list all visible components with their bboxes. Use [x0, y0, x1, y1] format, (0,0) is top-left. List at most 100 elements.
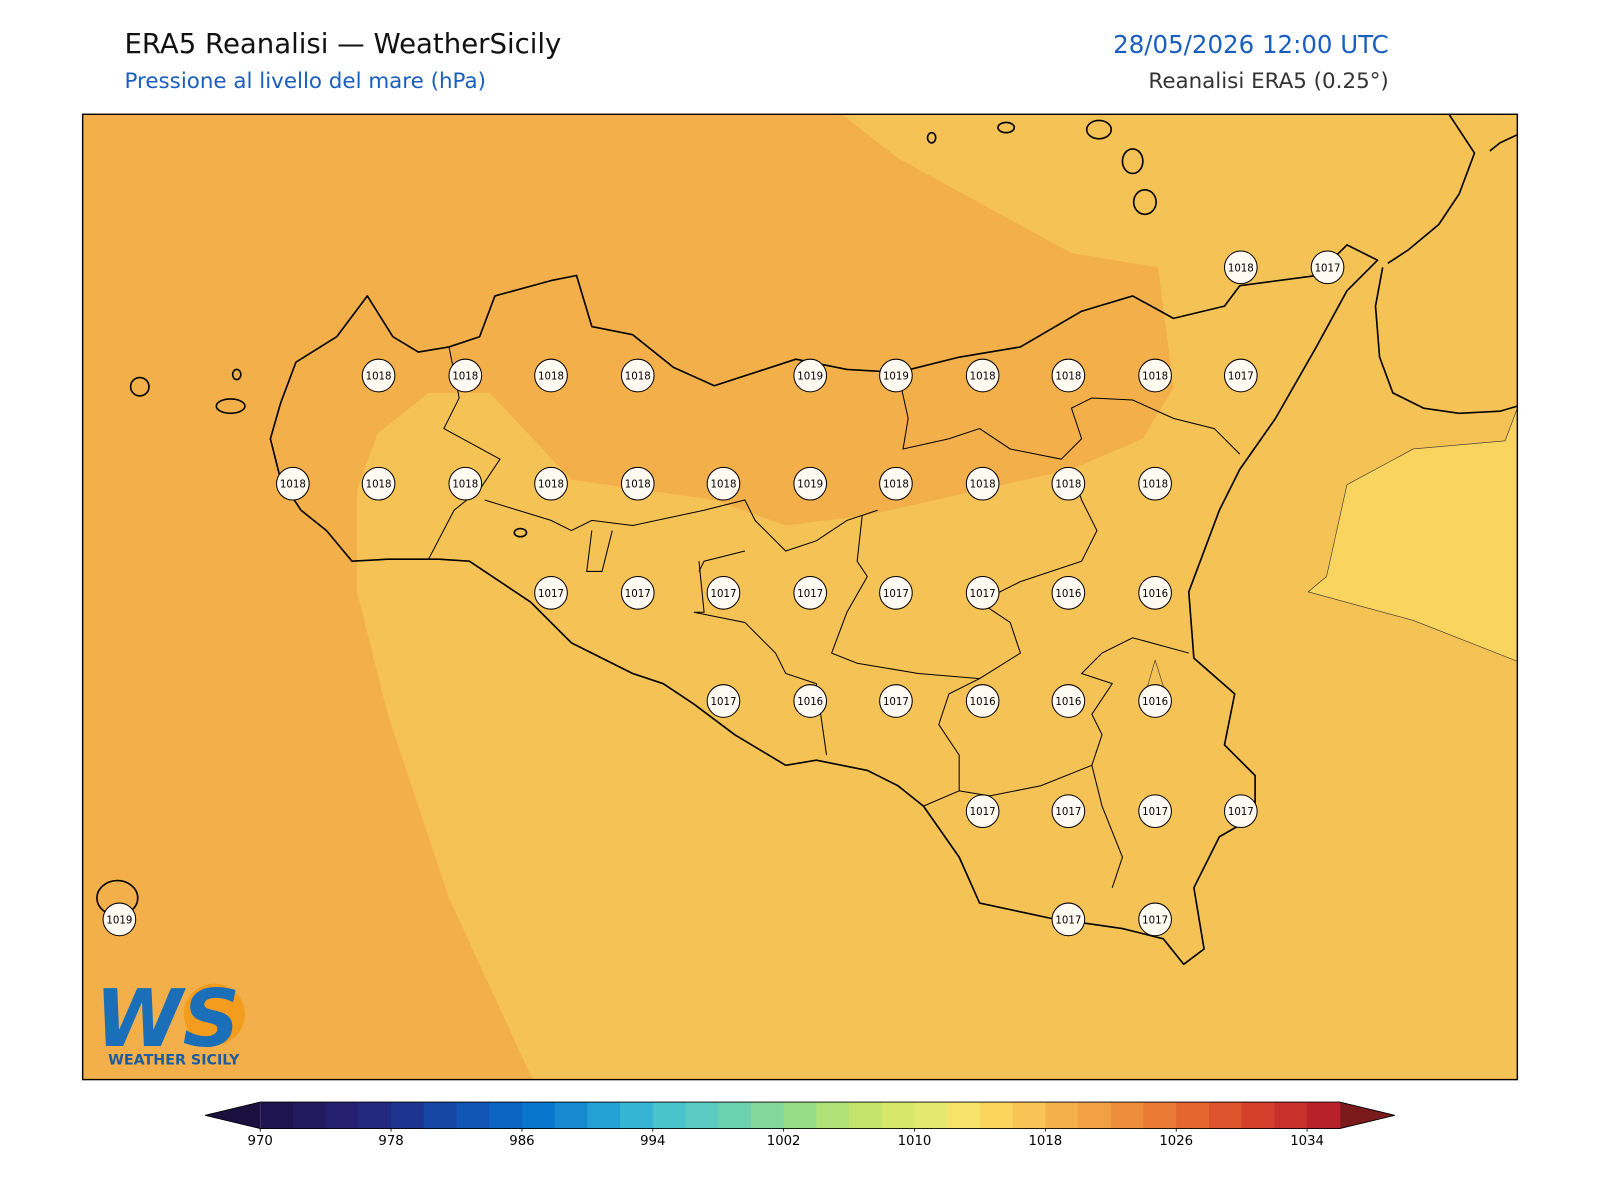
- colorbar-bin: [849, 1102, 883, 1129]
- station-value: 1018: [452, 372, 478, 383]
- station-marker: [706, 466, 741, 501]
- station-value: 1018: [280, 480, 306, 491]
- station-value: 1018: [538, 372, 564, 383]
- station-marker: [361, 358, 396, 393]
- colorbar-bin: [947, 1102, 981, 1129]
- station-marker: [793, 358, 828, 393]
- station-marker: [1051, 358, 1086, 393]
- station: 1017: [965, 794, 1000, 829]
- station-marker: [1138, 684, 1172, 718]
- station-marker: [879, 576, 913, 610]
- colorbar-tick-label: 978: [378, 1134, 403, 1149]
- station-value: 1017: [1228, 807, 1254, 818]
- station-marker: [1138, 576, 1172, 610]
- colorbar-tick-label: 1010: [898, 1134, 932, 1149]
- station-value: 1017: [711, 697, 737, 708]
- station: 1016: [1138, 684, 1172, 718]
- station: 1018: [1051, 466, 1086, 501]
- colorbar-tick-label: 1018: [1028, 1134, 1062, 1149]
- station: 1016: [1051, 576, 1086, 610]
- station-value: 1018: [711, 480, 737, 491]
- station-marker: [1138, 902, 1172, 937]
- colorbar-extend-high: [1339, 1102, 1395, 1129]
- station: 1018: [620, 466, 655, 501]
- colorbar-bin: [783, 1102, 817, 1129]
- station-marker: [706, 684, 741, 718]
- pressure-band-1014: [1307, 408, 1518, 662]
- station: 1016: [1051, 684, 1086, 718]
- station: 1017: [965, 576, 1000, 610]
- colorbar-bin: [750, 1102, 785, 1129]
- province-border: [1080, 637, 1189, 888]
- colorbar-bin: [1241, 1102, 1275, 1129]
- colorbar-bin: [914, 1102, 948, 1129]
- colorbar-tick-label: 1034: [1290, 1134, 1324, 1149]
- station-value: 1017: [1055, 915, 1081, 926]
- station-marker: [1310, 250, 1345, 285]
- station-marker: [102, 902, 137, 937]
- station: 1017: [706, 684, 741, 718]
- station-value: 1018: [1228, 263, 1254, 274]
- station: 1017: [1138, 794, 1172, 829]
- station: 1017: [879, 684, 913, 718]
- station: 1018: [534, 358, 568, 393]
- province-border: [830, 469, 1098, 680]
- colorbar-bin: [358, 1102, 392, 1129]
- station-marker: [534, 358, 568, 393]
- station-marker: [448, 466, 483, 501]
- logo-sun: [183, 983, 245, 1045]
- pressure-band-1016: [357, 114, 1518, 1080]
- colorbar-bin: [1307, 1102, 1341, 1129]
- station-value: 1017: [883, 697, 909, 708]
- station: 1018: [1138, 466, 1172, 501]
- colorbar-bin: [685, 1102, 719, 1129]
- station-marker: [1051, 576, 1086, 610]
- station: 1017: [1223, 358, 1258, 393]
- station-marker: [534, 576, 568, 610]
- station-marker: [706, 576, 741, 610]
- station: 1017: [1138, 902, 1172, 937]
- station-value: 1018: [366, 480, 392, 491]
- station-marker: [1223, 794, 1258, 829]
- station-value: 1018: [970, 480, 996, 491]
- station: 1019: [793, 466, 828, 501]
- station-value: 1019: [883, 372, 909, 383]
- station: 1017: [706, 576, 741, 610]
- station-marker: [965, 684, 1000, 718]
- station: 1018: [620, 358, 655, 393]
- station-value: 1018: [625, 372, 651, 383]
- colorbar-bin: [1110, 1102, 1145, 1129]
- map: 1018 1017 1018 1018 1018 1018 1019 1019 1018 1018…: [82, 114, 1518, 1080]
- station: 1018: [1223, 250, 1258, 285]
- station-marker: [1138, 794, 1172, 829]
- station-marker: [448, 358, 483, 393]
- colorbar-bin: [391, 1102, 425, 1129]
- colorbar-bin: [489, 1102, 523, 1129]
- colorbar-bin: [521, 1102, 556, 1129]
- logo-mark: WS: [95, 972, 240, 1065]
- province-border: [698, 550, 746, 572]
- station: 1018: [276, 466, 310, 501]
- station-value: 1018: [366, 372, 392, 383]
- colorbar-tick-label: 970: [248, 1134, 273, 1149]
- colorbar-tick-label: 994: [640, 1134, 665, 1149]
- station: 1019: [102, 902, 137, 937]
- station-marker: [620, 358, 655, 393]
- colorbar-tick-label: 1002: [767, 1134, 801, 1149]
- stations: 1018 1017 1018 1018 1018 1018 1019 1019 1018 1018…: [102, 250, 1345, 937]
- sicily-coast: [269, 244, 1379, 966]
- station-value: 1017: [1228, 372, 1254, 383]
- colorbar-bin: [1274, 1102, 1308, 1129]
- station-value: 1016: [1142, 697, 1168, 708]
- station-marker: [879, 358, 913, 393]
- colorbar-bin: [816, 1102, 850, 1129]
- station-value: 1018: [1142, 480, 1168, 491]
- station-marker: [1223, 358, 1258, 393]
- station-value: 1017: [1315, 263, 1341, 274]
- station-marker: [534, 466, 568, 501]
- station-marker: [793, 466, 828, 501]
- colorbar-extend-low: [205, 1102, 261, 1129]
- station-marker: [879, 466, 913, 501]
- station-value: 1016: [970, 697, 996, 708]
- station-value: 1017: [1142, 915, 1168, 926]
